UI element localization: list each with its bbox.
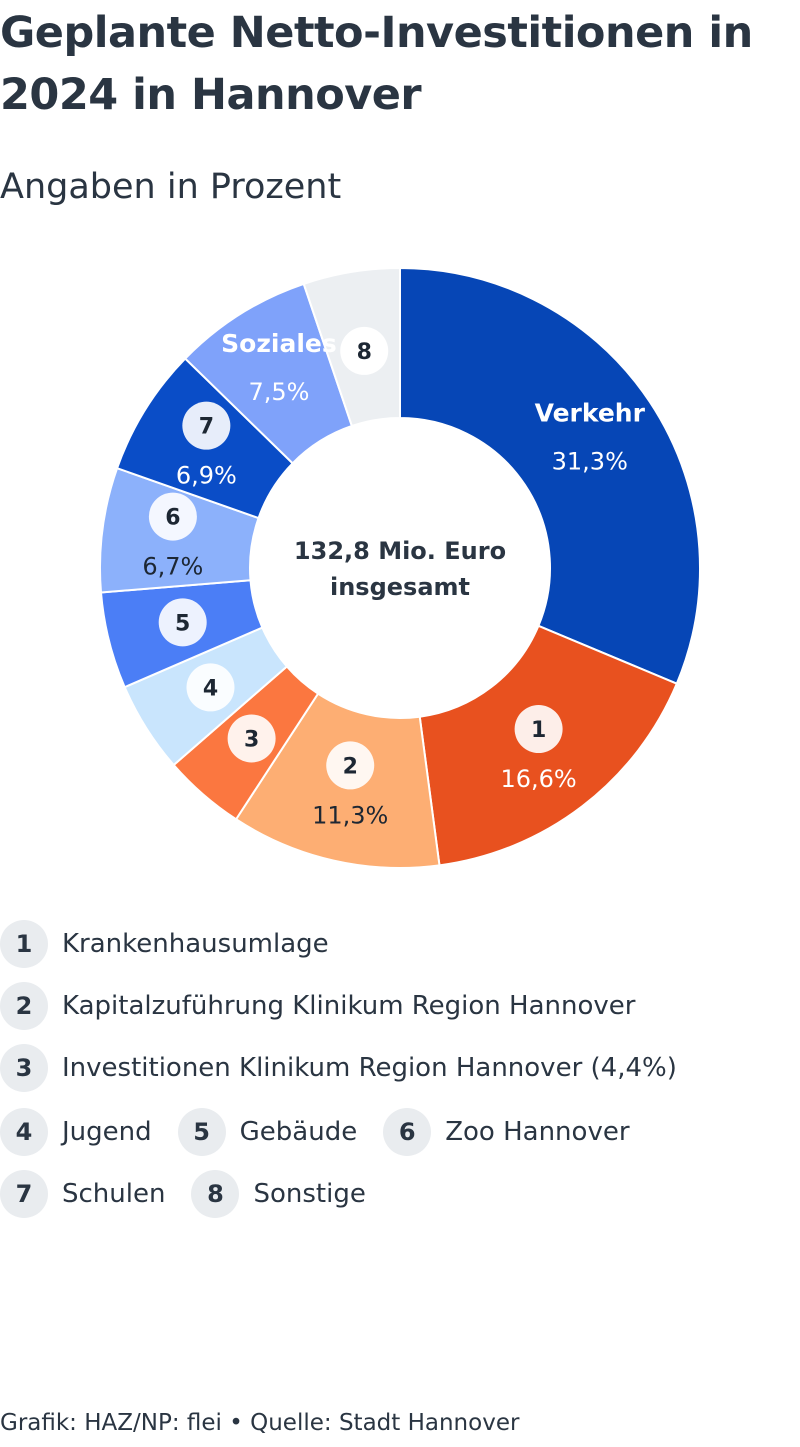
legend-label: Zoo Hannover [445,1117,630,1147]
slice-name-soziales: Soziales [221,329,337,358]
legend-item-7: 7 Schulen [0,1170,165,1218]
legend-badge: 4 [0,1108,48,1156]
legend-badge: 1 [0,920,48,968]
slice-name-verkehr: Verkehr [535,399,646,428]
slice-badge-8 [340,326,389,375]
legend-badge: 6 [383,1108,432,1156]
center-total-label: 132,8 Mio. Euro [294,537,506,565]
legend-label: Gebäude [239,1117,358,1147]
legend-label: Schulen [62,1179,166,1209]
legend-item-8: 8 Sonstige [191,1170,366,1218]
slice-value-soziales: 7,5% [248,378,309,406]
slice-value-verkehr: 31,3% [552,448,628,476]
legend-badge: 3 [0,1044,48,1092]
legend-row: 3 Investitionen Klinikum Region Hannover … [0,1042,703,1094]
legend-badge: 7 [0,1170,48,1218]
slice-badge-7 [182,401,231,450]
legend-label: Jugend [62,1117,152,1147]
legend-badge: 8 [191,1170,240,1218]
slice-badge-1 [514,705,563,754]
slice-badge-2 [326,741,375,790]
chart-subtitle: Angaben in Prozent [0,167,342,207]
slice-badge-3 [227,714,276,763]
legend-label: Kapitalzuführung Klinikum Region Hannove… [62,991,636,1021]
legend-row: 2 Kapitalzuführung Klinikum Region Hannov… [0,980,661,1032]
chart-title: Geplante Netto-Investitionen in 2024 in … [0,8,753,120]
slice-badge-number-5: 5 [175,611,190,636]
slice-verkehr [399,266,701,685]
slice-value-1: 16,6% [500,765,576,793]
donut-center: 132,8 Mio. Euro insgesamt [294,537,506,601]
slice-badge-number-1: 1 [531,718,546,743]
slice-value-7: 6,9% [176,462,237,490]
slice-badge-number-2: 2 [343,754,358,779]
legend-item-5: 5 Gebäude [177,1108,358,1156]
source-credit: Grafik: HAZ/NP: flei • Quelle: Stadt Han… [0,1410,520,1436]
legend-row: 1 Krankenhausumlage [0,918,355,970]
legend-row: 7 Schulen 8 Sonstige [0,1168,392,1220]
slice-value-6: 6,7% [142,553,203,581]
slice-badge-6 [148,492,197,541]
legend-item-2: 2 Kapitalzuführung Klinikum Region Hannov… [0,982,635,1030]
slice-value-2: 11,3% [312,801,388,829]
center-total-sublabel: insgesamt [330,573,470,601]
legend-label: Sonstige [253,1179,366,1209]
legend-label: Investitionen Klinikum Region Hannover (… [62,1053,677,1083]
slice-badge-4 [186,663,235,712]
legend-item-4: 4 Jugend [0,1108,152,1156]
slice-badge-number-3: 3 [244,727,259,752]
legend-item-6: 6 Zoo Hannover [383,1108,630,1156]
slice-badge-number-8: 8 [357,340,372,365]
legend-badge: 5 [177,1108,226,1156]
slice-badge-number-7: 7 [199,415,214,440]
legend-item-1: 1 Krankenhausumlage [0,920,329,968]
slice-labels: Verkehr 31,3% 1 16,6% 2 11,3% 3 4 5 6 6,7% 7 6,9% Soz… [142,326,646,829]
slice-badge-number-4: 4 [203,676,218,701]
legend-label: Krankenhausumlage [62,929,329,959]
legend-row: 4 Jugend 5 Gebäude 6 Zoo Hannover [0,1106,656,1158]
legend-item-3: 3 Investitionen Klinikum Region Hannover … [0,1044,677,1092]
slice-badge-number-6: 6 [165,506,180,531]
slice-badge-5 [158,598,207,647]
legend-badge: 2 [0,982,48,1030]
